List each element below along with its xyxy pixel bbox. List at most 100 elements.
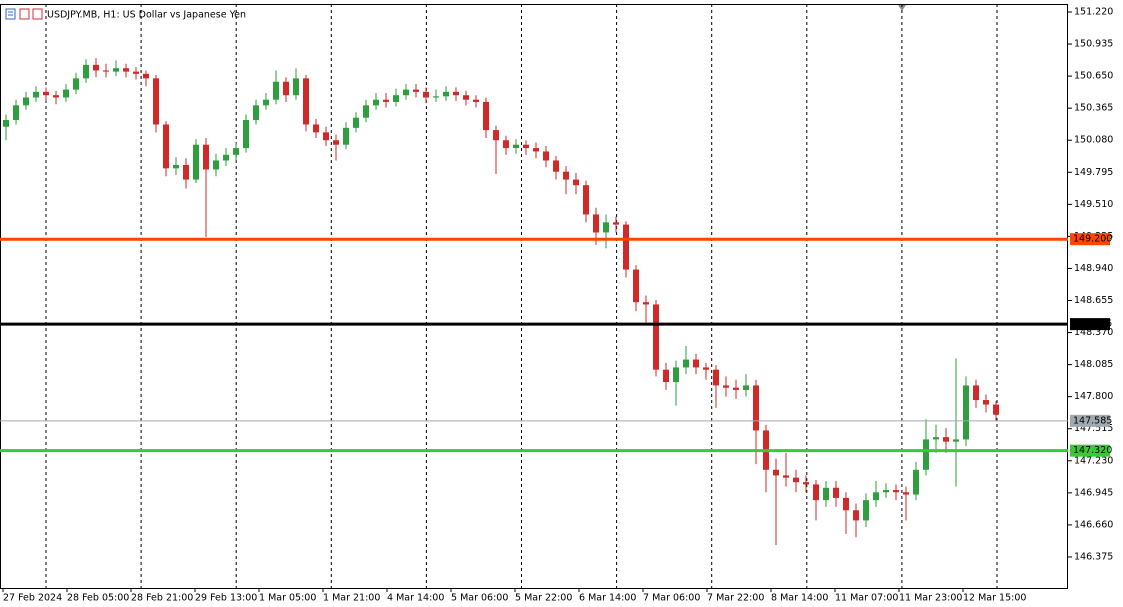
- level-label: 149.200: [1073, 234, 1112, 245]
- x-tick-label: 28 Feb 05:00: [67, 593, 129, 604]
- candle-body: [223, 154, 229, 161]
- candle-body: [693, 359, 699, 368]
- axes: 151.220 150.935 150.650 150.365 150.080 149.7…: [2, 6, 1113, 604]
- candle-body: [963, 385, 969, 440]
- candle-body: [93, 64, 99, 71]
- candle-body: [33, 91, 39, 98]
- candle-body: [143, 73, 149, 79]
- candle-body: [723, 385, 729, 388]
- level-label: 147.320: [1073, 445, 1112, 456]
- x-tick-label: 4 Mar 14:00: [387, 593, 444, 604]
- candle-body: [3, 119, 9, 127]
- candle-body: [853, 510, 859, 521]
- y-tick-label: 150.365: [1074, 103, 1113, 114]
- y-tick-label: 146.945: [1074, 487, 1113, 498]
- candle-body: [473, 99, 479, 102]
- y-tick-label: 148.085: [1074, 359, 1113, 370]
- candle-body: [263, 99, 269, 106]
- x-tick-label: 7 Mar 06:00: [643, 593, 700, 604]
- candle-body: [283, 81, 289, 96]
- y-tick-label: 150.935: [1074, 39, 1113, 50]
- candle-body: [203, 144, 209, 170]
- candle-body: [803, 482, 809, 485]
- candle-body: [533, 148, 539, 152]
- symbol-icon: [5, 8, 43, 20]
- y-tick-label: 146.660: [1074, 519, 1113, 530]
- candle-body: [893, 490, 899, 493]
- candle-body: [643, 302, 649, 305]
- candle-body: [113, 68, 119, 72]
- grid: [45, 4, 998, 588]
- x-tick-label: 1 Mar 21:00: [323, 593, 380, 604]
- x-tick-label: 11 Mar 07:00: [835, 593, 898, 604]
- y-tick-label: 148.655: [1074, 295, 1113, 306]
- candle-body: [483, 101, 489, 131]
- candle-body: [173, 164, 179, 169]
- level-label: 148.445: [1073, 319, 1112, 330]
- level-label-box: [1070, 318, 1110, 331]
- candle-body: [233, 148, 239, 155]
- candle-body: [453, 91, 459, 96]
- candle-body: [433, 96, 439, 98]
- candle-body: [153, 78, 159, 125]
- candles: [0, 58, 1068, 546]
- candle-body: [683, 359, 689, 368]
- candle-body: [953, 439, 959, 442]
- candle-body: [443, 91, 449, 97]
- candle-body: [933, 437, 939, 440]
- candle-body: [393, 95, 399, 102]
- candle-body: [663, 369, 669, 383]
- level-label: 147.585: [1073, 415, 1112, 426]
- candle-body: [983, 400, 989, 405]
- candle-body: [293, 78, 299, 96]
- y-tick-label: 147.800: [1074, 391, 1113, 402]
- candle-body: [613, 222, 619, 225]
- candle-body: [493, 130, 499, 141]
- candle-body: [833, 487, 839, 498]
- candle-body: [633, 269, 639, 303]
- candle-body: [313, 124, 319, 133]
- candle-body: [973, 385, 979, 401]
- x-tick-label: 27 Feb 2024: [3, 593, 62, 604]
- candle-body: [503, 140, 509, 149]
- candle-body: [413, 89, 419, 92]
- x-tick-label: 6 Mar 14:00: [579, 593, 636, 604]
- candle-body: [253, 105, 259, 120]
- candle-body: [793, 477, 799, 483]
- y-tick-label: 150.080: [1074, 135, 1113, 146]
- y-tick-label: 147.515: [1074, 423, 1113, 434]
- y-tick-label: 149.795: [1074, 167, 1113, 178]
- candle-body: [563, 171, 569, 180]
- candle-body: [133, 71, 139, 74]
- shift-marker: [898, 5, 906, 11]
- x-tick-label: 8 Mar 14:00: [771, 593, 828, 604]
- candle-body: [353, 117, 359, 128]
- candle-body: [733, 387, 739, 390]
- x-tick-label: 5 Mar 22:00: [515, 593, 572, 604]
- y-tick-label: 148.940: [1074, 263, 1113, 274]
- candle-body: [513, 144, 519, 149]
- candle-body: [543, 151, 549, 161]
- level-label-box: [1070, 414, 1110, 427]
- candle-body: [343, 127, 349, 145]
- candle-body: [753, 385, 759, 431]
- candle-body: [123, 68, 129, 72]
- candle-body: [523, 144, 529, 149]
- candle-body: [43, 91, 49, 96]
- x-tick-label: 28 Feb 21:00: [131, 593, 193, 604]
- x-tick-label: 5 Mar 06:00: [451, 593, 508, 604]
- candle-body: [383, 99, 389, 102]
- candle-body: [103, 70, 109, 72]
- candle-body: [373, 99, 379, 106]
- candle-body: [743, 385, 749, 390]
- candle-body: [843, 497, 849, 511]
- x-tick-label: 12 Mar 15:00: [963, 593, 1026, 604]
- y-tick-label: 146.375: [1074, 551, 1113, 562]
- level-label-box: [1070, 444, 1110, 457]
- candle-body: [403, 89, 409, 96]
- candle-body: [583, 185, 589, 215]
- candle-body: [883, 490, 889, 493]
- y-tick-label: 149.510: [1074, 199, 1113, 210]
- candle-body: [83, 64, 89, 79]
